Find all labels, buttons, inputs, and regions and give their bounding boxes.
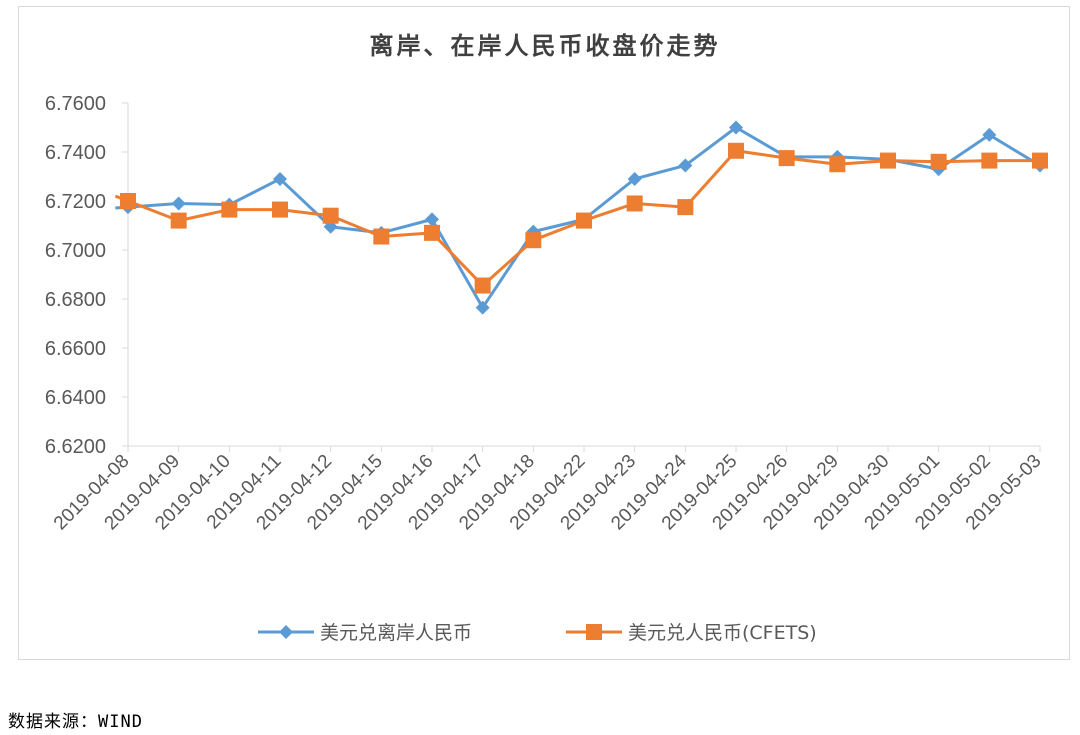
y-tick-label: 6.6400 <box>45 387 106 409</box>
data-point-square <box>221 201 238 218</box>
data-point-square <box>778 150 795 167</box>
data-point-square <box>677 199 694 216</box>
data-point-diamond <box>982 127 997 142</box>
data-point-square <box>930 153 947 170</box>
source-note: 数据来源：WIND <box>8 707 143 732</box>
data-point-diamond <box>425 212 439 227</box>
series-line <box>115 126 1041 310</box>
data-point-diamond <box>729 120 743 135</box>
y-tick-label: 6.6200 <box>45 436 106 458</box>
source-label: 数据来源： <box>8 712 98 732</box>
data-point-square <box>576 212 592 229</box>
y-tick-label: 6.7200 <box>45 191 106 213</box>
chart-title: 离岸、在岸人民币收盘价走势 <box>370 32 721 60</box>
y-tick-label: 6.6600 <box>45 338 106 360</box>
series-2 <box>114 142 1048 294</box>
source-value: WIND <box>98 712 143 732</box>
legend-item-2: 美元兑人民币(CFETS) <box>566 622 817 644</box>
data-point-square <box>981 152 998 169</box>
data-point-diamond <box>678 158 693 173</box>
legend-marker-square <box>586 624 602 640</box>
legend-label: 美元兑离岸人民币 <box>320 622 472 644</box>
data-point-square <box>373 228 390 245</box>
chart-frame <box>18 6 1070 660</box>
data-point-square <box>120 193 136 209</box>
series-line <box>114 149 1040 288</box>
chart-legend: 美元兑离岸人民币 美元兑人民币(CFETS) <box>258 622 817 644</box>
y-tick-label: 6.7000 <box>45 240 106 262</box>
data-point-square <box>1032 152 1048 169</box>
legend-label: 美元兑人民币(CFETS) <box>628 622 817 644</box>
data-point-square <box>880 152 896 169</box>
data-point-square <box>424 224 440 241</box>
legend-item-1: 美元兑离岸人民币 <box>258 622 472 644</box>
data-point-square <box>322 207 339 224</box>
data-point-square <box>626 195 643 212</box>
data-point-diamond <box>627 171 642 186</box>
y-tick-label: 6.7600 <box>45 93 106 115</box>
y-tick-label: 6.7400 <box>45 142 106 164</box>
data-point-square <box>272 201 288 218</box>
line-chart: 离岸、在岸人民币收盘价走势 6.6200 6.6400 6.6600 6.6800 6.… <box>45 32 1048 644</box>
data-point-square <box>525 232 542 249</box>
data-point-square <box>170 212 187 229</box>
data-point-square <box>728 142 744 159</box>
series-layer <box>114 120 1048 315</box>
y-tick-label: 6.6800 <box>45 289 106 311</box>
data-point-square <box>474 277 491 294</box>
data-point-diamond <box>273 171 287 186</box>
legend-marker-diamond <box>279 625 293 639</box>
data-point-square <box>829 156 846 173</box>
data-point-diamond <box>171 196 186 211</box>
data-point-diamond <box>475 300 490 315</box>
